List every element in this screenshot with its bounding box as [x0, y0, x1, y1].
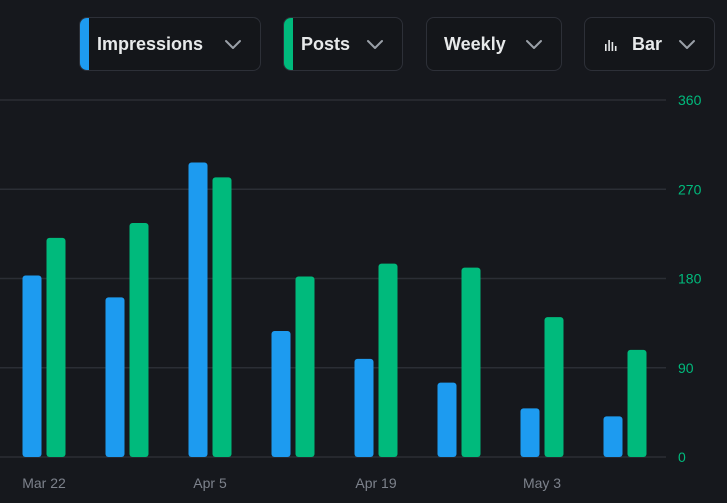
- chevron-down-icon: [367, 40, 383, 49]
- impressions-metric-dropdown[interactable]: Impressions: [79, 17, 261, 71]
- x-tick-label: Apr 5: [193, 475, 227, 491]
- chart-type-dropdown-label: Bar: [632, 33, 663, 54]
- chevron-down-icon: [526, 40, 542, 49]
- y-tick-label: 0: [678, 449, 686, 465]
- y-axis-labels: 0 90 180 270 360: [678, 92, 702, 465]
- chart-type-dropdown[interactable]: Bar: [584, 17, 715, 71]
- posts-bar[interactable]: [129, 222, 149, 457]
- x-tick-label: Mar 22: [22, 475, 66, 491]
- posts-bar[interactable]: [378, 263, 398, 457]
- impressions-bar[interactable]: [354, 358, 374, 457]
- impressions-bar[interactable]: [188, 162, 208, 457]
- y-tick-label: 90: [678, 360, 694, 376]
- impressions-bar[interactable]: [520, 408, 540, 457]
- posts-bar[interactable]: [46, 237, 66, 457]
- period-dropdown[interactable]: Weekly: [426, 17, 562, 71]
- grid-lines: [0, 99, 666, 458]
- x-tick-label: Apr 19: [355, 475, 396, 491]
- impressions-bar[interactable]: [22, 275, 42, 457]
- posts-bar[interactable]: [295, 276, 315, 457]
- bar-series: [22, 162, 647, 457]
- impressions-bar[interactable]: [271, 331, 291, 457]
- impressions-bar[interactable]: [437, 382, 457, 457]
- impressions-color-indicator: [80, 18, 89, 70]
- chevron-down-icon: [225, 40, 241, 49]
- chevron-down-icon: [679, 40, 695, 49]
- y-tick-label: 360: [678, 92, 702, 108]
- posts-bar[interactable]: [627, 349, 647, 457]
- posts-dropdown-label: Posts: [301, 33, 351, 54]
- posts-color-indicator: [284, 18, 293, 70]
- period-dropdown-label: Weekly: [444, 33, 506, 54]
- impressions-bar[interactable]: [105, 297, 125, 457]
- y-tick-label: 180: [678, 271, 702, 287]
- bar-chart-icon: [605, 40, 617, 51]
- posts-bar[interactable]: [461, 267, 481, 457]
- y-tick-label: 270: [678, 181, 702, 197]
- posts-bar[interactable]: [544, 317, 564, 457]
- impressions-dropdown-label: Impressions: [97, 33, 204, 54]
- impressions-bar[interactable]: [603, 416, 623, 457]
- x-tick-label: May 3: [523, 475, 561, 491]
- posts-metric-dropdown[interactable]: Posts: [283, 17, 403, 71]
- posts-bar[interactable]: [212, 177, 232, 457]
- x-axis-labels: Mar 22 Apr 5 Apr 19 May 3: [22, 475, 561, 491]
